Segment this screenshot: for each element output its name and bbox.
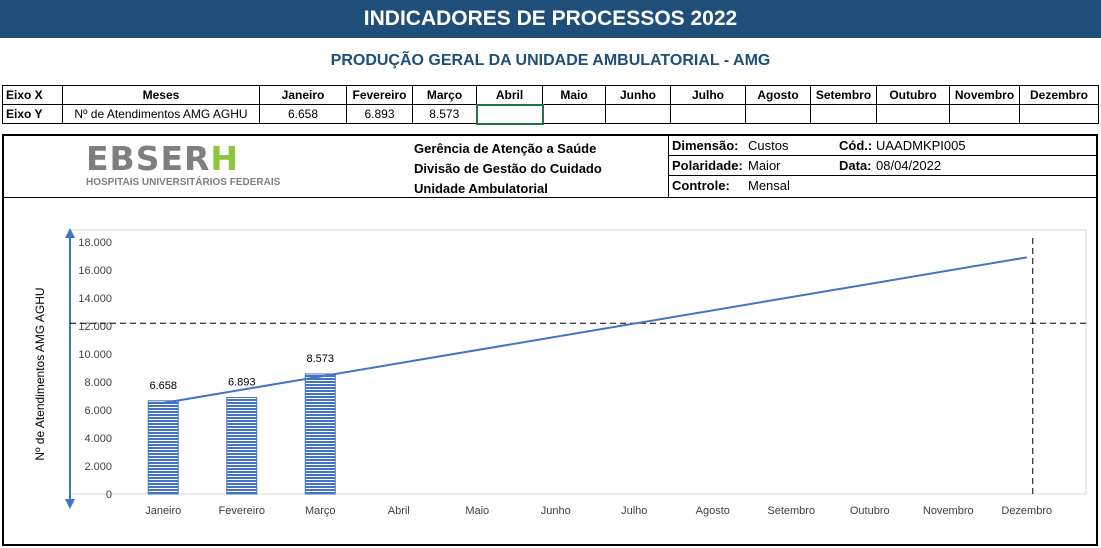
value-cell[interactable] — [949, 104, 1020, 124]
x-axis-header[interactable]: Meses — [62, 85, 260, 105]
axes-table: Eixo X Meses Janeiro Fevereiro Março Abr… — [2, 85, 1099, 125]
y-tick-label: 2.000 — [84, 461, 112, 473]
data-label: 6.658 — [149, 380, 177, 392]
meta-row: Polaridade: Maior Data: 08/04/2022 — [669, 156, 1097, 176]
value-cell[interactable] — [876, 104, 950, 124]
plot-area — [69, 229, 1087, 495]
org-line: Gerência de Atenção a Saúde — [414, 141, 597, 156]
month-cell[interactable]: Maio — [542, 85, 606, 105]
month-cell[interactable]: Novembro — [949, 85, 1020, 105]
value-cell[interactable]: 6.658 — [259, 104, 347, 124]
value-cell[interactable] — [745, 104, 811, 124]
month-cell[interactable]: Janeiro — [259, 85, 347, 105]
y-tick-label: 8.000 — [84, 377, 112, 389]
month-cell[interactable]: Agosto — [745, 85, 811, 105]
y-tick-label: 16.000 — [78, 265, 112, 277]
x-tick-label: Julho — [621, 505, 647, 517]
x-tick-label: Agosto — [696, 505, 730, 517]
y-axis-header[interactable]: Nº de Atendimentos AMG AGHU — [62, 104, 260, 124]
month-cell[interactable]: Setembro — [810, 85, 877, 105]
y-axis-arrow-down — [65, 499, 75, 509]
controle-label: Controle: — [672, 178, 730, 193]
cod-value: UAADMKPI005 — [876, 138, 966, 153]
data-label: 8.573 — [306, 353, 334, 365]
value-cell[interactable]: 6.893 — [346, 104, 413, 124]
ebserh-logo: EBSERH HOSPITAIS UNIVERSITÁRIOS FEDERAIS — [86, 139, 281, 192]
y-axis-label[interactable]: Eixo Y — [2, 104, 63, 124]
x-axis-row: Eixo X Meses Janeiro Fevereiro Março Abr… — [2, 85, 1099, 105]
y-tick-label: 0 — [106, 489, 112, 501]
info-bar: EBSERH HOSPITAIS UNIVERSITÁRIOS FEDERAIS… — [4, 136, 1097, 199]
y-tick-label: 4.000 — [84, 433, 112, 445]
value-cell[interactable]: 8.573 — [412, 104, 477, 124]
month-cell[interactable]: Dezembro — [1019, 85, 1099, 105]
data-value: 08/04/2022 — [876, 158, 942, 173]
value-cell[interactable] — [810, 104, 877, 124]
month-cell[interactable]: Março — [412, 85, 477, 105]
page-subtitle: PRODUÇÃO GERAL DA UNIDADE AMBULATORIAL -… — [330, 52, 771, 69]
indicator-panel: EBSERH HOSPITAIS UNIVERSITÁRIOS FEDERAIS… — [2, 134, 1098, 546]
x-tick-label: Setembro — [767, 505, 815, 517]
x-tick-label: Dezembro — [1001, 505, 1052, 517]
controle-value: Mensal — [748, 178, 790, 193]
y-tick-label: 18.000 — [78, 237, 112, 249]
bar — [226, 396, 258, 495]
month-cell[interactable]: Julho — [670, 85, 746, 105]
trendline — [163, 256, 1027, 404]
logo-wordmark: EBSERH — [86, 139, 240, 178]
logo-tagline: HOSPITAIS UNIVERSITÁRIOS FEDERAIS — [86, 177, 281, 188]
y-axis-title: Nº de Atendimentos AMG AGHU — [33, 287, 47, 461]
x-tick-label: Fevereiro — [219, 505, 265, 517]
month-cell[interactable]: Fevereiro — [346, 85, 413, 105]
org-line: Divisão de Gestão do Cuidado — [414, 161, 602, 176]
org-line: Unidade Ambulatorial — [414, 181, 548, 196]
meta-row: Dimensão: Custos Cód.: UAADMKPI005 — [669, 136, 1097, 156]
chart-area: Nº de Atendimentos AMG AGHU 0 2.000 4.000 6… — [4, 198, 1096, 544]
meta-row: Controle: Mensal — [669, 176, 1097, 196]
bar — [147, 400, 179, 495]
dimensao-value: Custos — [748, 138, 789, 153]
data-label: 6.893 — [228, 376, 256, 388]
x-axis-label[interactable]: Eixo X — [2, 85, 63, 105]
page-title: INDICADORES DE PROCESSOS 2022 — [0, 0, 1101, 38]
y-tick-label: 6.000 — [84, 405, 112, 417]
x-tick-label: Novembro — [923, 505, 974, 517]
polaridade-value: Maior — [748, 158, 781, 173]
x-tick-label: Abril — [388, 505, 410, 517]
value-cell[interactable] — [1019, 104, 1099, 124]
org-block: Gerência de Atenção a Saúde Divisão de G… — [414, 139, 602, 199]
bar — [304, 373, 336, 495]
month-cell[interactable]: Junho — [605, 85, 671, 105]
dimensao-label: Dimensão: — [672, 138, 739, 153]
polaridade-label: Polaridade: — [672, 158, 743, 173]
bar-chart: 0 2.000 4.000 6.000 8.000 10.000 12.000 14.000 1… — [65, 228, 1087, 517]
value-cell[interactable] — [670, 104, 746, 124]
data-label: Data: — [839, 158, 872, 173]
x-tick-label: Junho — [541, 505, 571, 517]
value-cell[interactable] — [605, 104, 671, 124]
cod-label: Cód.: — [839, 138, 873, 153]
value-cell-selected[interactable] — [475, 103, 544, 125]
meta-block: Dimensão: Custos Cód.: UAADMKPI005 Polar… — [668, 136, 1097, 197]
value-cell[interactable] — [542, 104, 606, 124]
y-tick-label: 12.000 — [78, 321, 112, 333]
x-tick-label: Janeiro — [145, 505, 181, 517]
y-axis-row: Eixo Y Nº de Atendimentos AMG AGHU 6.658… — [2, 103, 1099, 125]
month-cell[interactable]: Outubro — [876, 85, 950, 105]
month-cell[interactable]: Abril — [476, 85, 543, 105]
y-tick-label: 10.000 — [78, 349, 112, 361]
x-tick-label: Outubro — [850, 505, 890, 517]
y-axis-arrow-up — [65, 228, 75, 238]
y-tick-label: 14.000 — [78, 293, 112, 305]
x-tick-label: Maio — [465, 505, 489, 517]
x-tick-label: Março — [305, 505, 336, 517]
